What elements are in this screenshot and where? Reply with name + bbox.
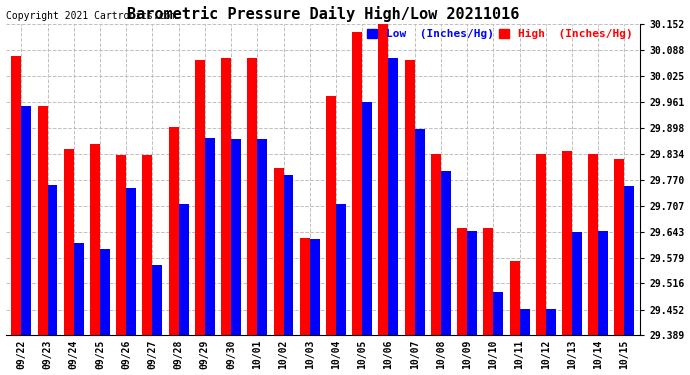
Bar bbox=[520, 309, 529, 335]
Bar bbox=[100, 249, 110, 335]
Bar bbox=[598, 231, 608, 335]
Bar bbox=[431, 154, 441, 335]
Bar bbox=[152, 265, 162, 335]
Bar bbox=[457, 228, 467, 335]
Bar bbox=[326, 96, 336, 335]
Bar bbox=[310, 239, 319, 335]
Bar bbox=[48, 185, 57, 335]
Bar bbox=[299, 238, 310, 335]
Bar bbox=[74, 243, 83, 335]
Text: Copyright 2021 Cartronics.com: Copyright 2021 Cartronics.com bbox=[6, 11, 176, 21]
Bar bbox=[562, 152, 572, 335]
Bar bbox=[90, 144, 100, 335]
Bar bbox=[221, 58, 231, 335]
Bar bbox=[362, 102, 372, 335]
Bar bbox=[231, 139, 241, 335]
Bar bbox=[510, 261, 520, 335]
Bar bbox=[257, 139, 267, 335]
Bar bbox=[404, 60, 415, 335]
Title: Barometric Pressure Daily High/Low 20211016: Barometric Pressure Daily High/Low 20211… bbox=[127, 6, 519, 21]
Bar bbox=[126, 188, 136, 335]
Bar bbox=[484, 228, 493, 335]
Bar bbox=[536, 154, 546, 335]
Bar bbox=[615, 159, 624, 335]
Legend: Low  (Inches/Hg), High  (Inches/Hg): Low (Inches/Hg), High (Inches/Hg) bbox=[365, 27, 635, 42]
Bar bbox=[168, 127, 179, 335]
Bar bbox=[467, 231, 477, 335]
Bar bbox=[415, 129, 424, 335]
Bar bbox=[11, 56, 21, 335]
Bar bbox=[336, 204, 346, 335]
Bar bbox=[273, 168, 284, 335]
Bar bbox=[247, 58, 257, 335]
Bar bbox=[352, 32, 362, 335]
Bar bbox=[388, 58, 398, 335]
Bar bbox=[624, 186, 634, 335]
Bar bbox=[116, 155, 126, 335]
Bar bbox=[195, 60, 205, 335]
Bar bbox=[493, 292, 503, 335]
Bar bbox=[284, 176, 293, 335]
Bar bbox=[546, 309, 555, 335]
Bar bbox=[37, 106, 48, 335]
Bar bbox=[378, 24, 388, 335]
Bar bbox=[63, 149, 74, 335]
Bar bbox=[441, 171, 451, 335]
Bar bbox=[179, 204, 188, 335]
Bar bbox=[589, 154, 598, 335]
Bar bbox=[142, 155, 152, 335]
Bar bbox=[572, 232, 582, 335]
Bar bbox=[21, 106, 31, 335]
Bar bbox=[205, 138, 215, 335]
